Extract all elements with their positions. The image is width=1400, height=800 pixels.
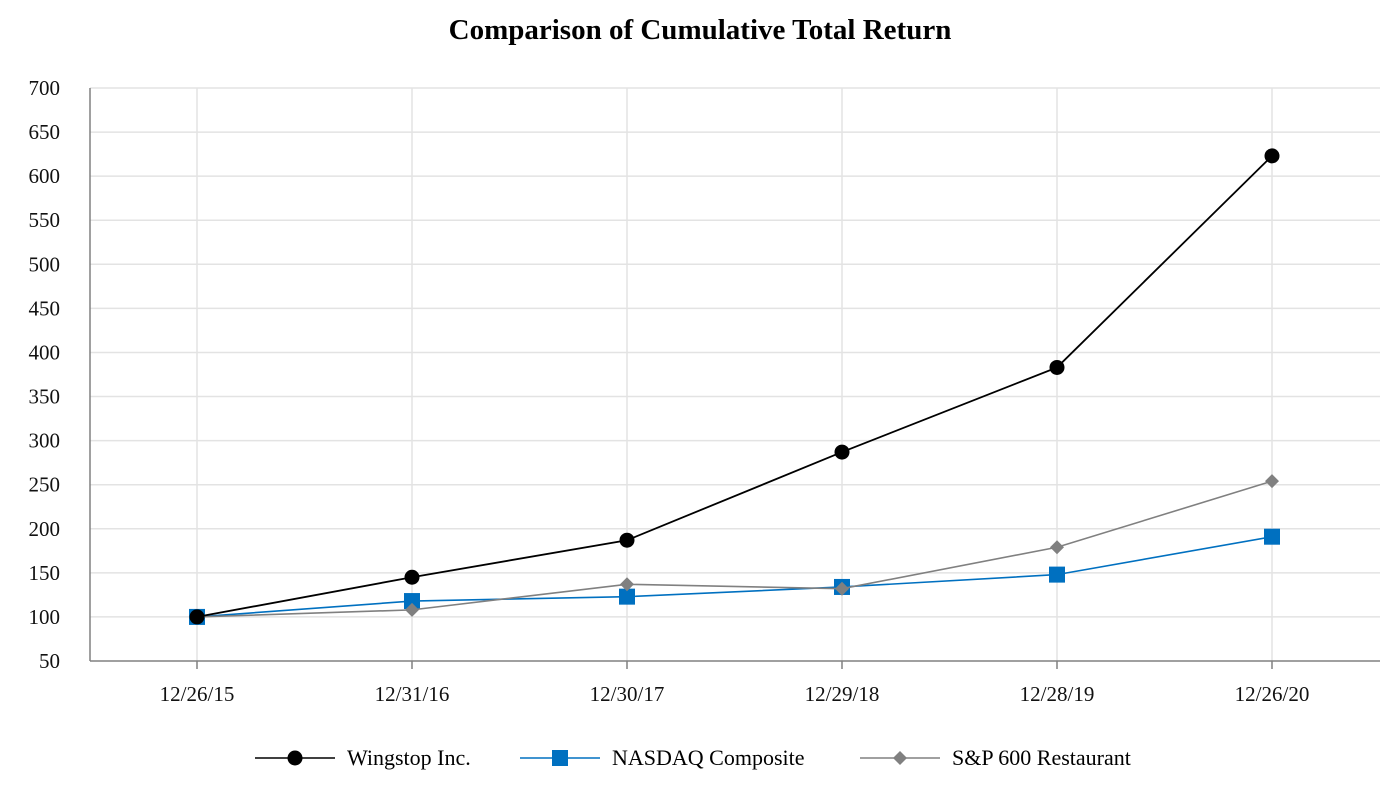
y-tick-label: 200 <box>29 517 61 541</box>
legend-label-nasdaq: NASDAQ Composite <box>612 745 805 770</box>
legend-marker-square-icon <box>520 750 600 766</box>
data-point-circle <box>834 444 850 460</box>
series-line-circle <box>196 155 1273 618</box>
legend-marker-circle-icon <box>255 750 335 766</box>
y-tick-label: 550 <box>29 208 61 232</box>
data-point-diamond <box>835 581 849 596</box>
data-point-circle <box>404 569 420 585</box>
data-point-circle <box>189 609 205 625</box>
legend-label-sp600: S&P 600 Restaurant <box>952 745 1131 770</box>
x-tick-label: 12/30/17 <box>590 682 665 706</box>
y-tick-label: 500 <box>29 252 61 276</box>
x-tick-label: 12/26/15 <box>160 682 235 706</box>
x-tick-label: 12/28/19 <box>1020 682 1095 706</box>
y-tick-label: 600 <box>29 164 61 188</box>
y-tick-label: 400 <box>29 340 61 364</box>
y-tick-label: 150 <box>29 561 61 585</box>
legend-item-sp600: S&P 600 Restaurant <box>860 738 1131 778</box>
series-line-diamond <box>196 480 1273 618</box>
legend-item-nasdaq: NASDAQ Composite <box>520 738 805 778</box>
x-tick-label: 12/29/18 <box>805 682 880 706</box>
data-point-square <box>619 588 635 605</box>
y-tick-label: 250 <box>29 473 61 497</box>
y-tick-label: 100 <box>29 605 61 629</box>
data-point-square <box>1049 566 1065 583</box>
data-point-circle <box>1049 359 1065 375</box>
data-point-diamond <box>1050 540 1064 555</box>
data-point-diamond <box>1265 474 1279 489</box>
legend-item-wingstop: Wingstop Inc. <box>255 738 471 778</box>
data-point-diamond <box>620 577 634 592</box>
data-point-circle <box>619 532 635 548</box>
chart-legend: Wingstop Inc. NASDAQ Composite S&P 600 R… <box>0 738 1400 778</box>
y-tick-label: 50 <box>39 649 60 673</box>
data-point-square <box>404 593 420 610</box>
legend-marker-diamond-icon <box>860 751 940 765</box>
data-point-diamond <box>405 602 419 617</box>
x-tick-label: 12/31/16 <box>375 682 450 706</box>
data-point-square <box>1264 528 1280 545</box>
data-point-circle <box>1264 148 1280 164</box>
chart-title: Comparison of Cumulative Total Return <box>448 14 952 46</box>
y-tick-label: 350 <box>29 385 61 409</box>
y-tick-label: 650 <box>29 120 61 144</box>
y-tick-label: 450 <box>29 296 61 320</box>
series-line-square <box>196 535 1273 618</box>
x-tick-label: 12/26/20 <box>1235 682 1310 706</box>
line-chart: 50 100 150 200 250 300 350 400 450 500 550 600 650 70… <box>29 76 1380 706</box>
legend-label-wingstop: Wingstop Inc. <box>347 745 471 770</box>
y-tick-label: 700 <box>29 76 61 100</box>
y-tick-label: 300 <box>29 429 61 453</box>
